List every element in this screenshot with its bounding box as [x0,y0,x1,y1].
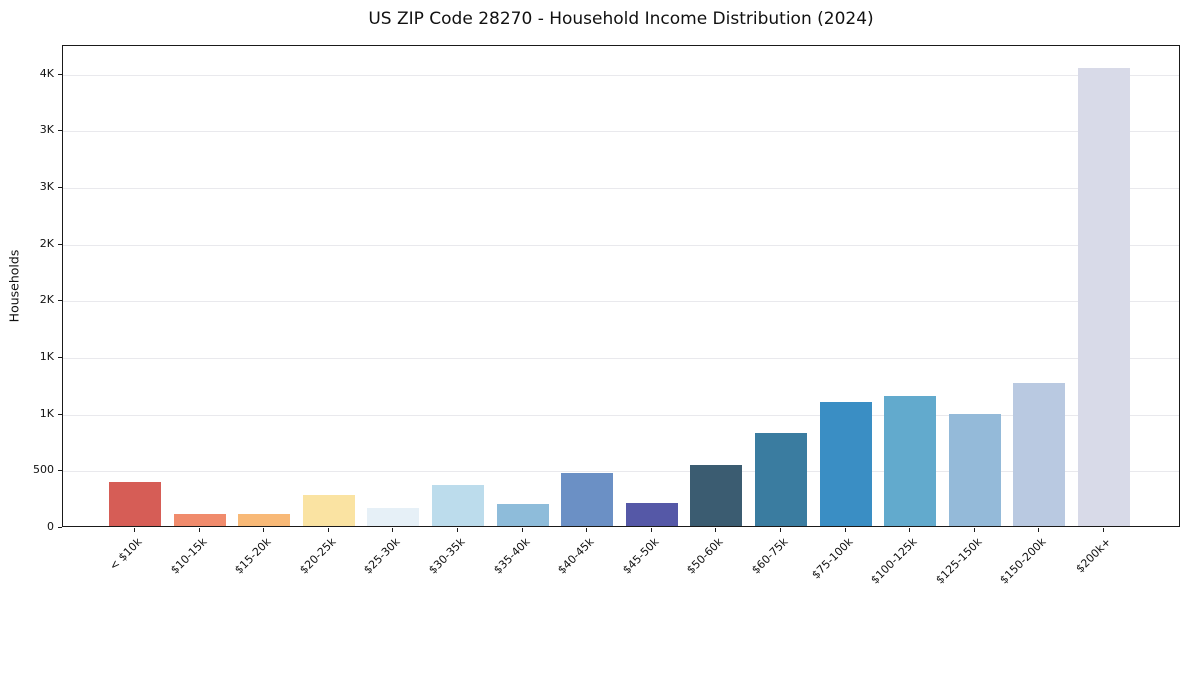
x-tick-mark [973,528,975,532]
y-tick-label: 4K [39,66,54,80]
x-tick-mark [844,528,846,532]
gridline-2K [63,301,1179,303]
bar-25-30k [367,508,420,526]
y-tick-mark [58,243,62,245]
plot-area [62,45,1180,527]
x-tick-label: $35-40k [490,535,533,577]
x-tick-label: $50-60k [684,535,726,577]
bar-10-15k [173,513,226,526]
x-tick-mark [1103,528,1104,532]
bar-35-40k [496,503,549,526]
x-tick-mark [457,528,458,532]
bar-150-200k [1013,382,1066,526]
y-tick-label: 2K [39,236,54,250]
y-tick-mark [58,73,62,75]
bar-20-25k [302,495,355,526]
y-tick-label: 2K [39,293,54,307]
x-tick-label: $125-150k [933,535,985,587]
bar-125-150k [948,414,1001,526]
y-tick-mark [58,186,62,188]
bar-45-50k [625,502,678,526]
x-tick-mark [780,528,781,532]
bar-60-75k [755,432,807,526]
x-tick-label: $200k+ [1073,535,1114,576]
y-tick-mark [58,470,62,472]
gridline-1K [63,358,1179,359]
y-tick-mark [58,130,62,132]
x-tick-mark [392,528,394,532]
gridline-4K [63,74,1179,76]
bar-200k [1078,67,1130,526]
x-tick-mark [521,528,523,532]
y-axis-title: Households [6,249,22,323]
x-tick-mark [650,528,652,532]
x-tick-label: $25-30k [361,535,403,577]
y-tick-mark [58,357,62,358]
y-tick-label: 3K [39,179,54,193]
gridline-3K [63,131,1179,133]
bar-75-100k [819,402,872,526]
x-tick-mark [1038,528,1040,532]
y-tick-label: 1K [39,350,54,363]
x-tick-label: $15-20k [232,535,274,577]
bar-30-35k [432,485,484,526]
bar-10k [109,481,161,526]
gridline-2K [63,244,1179,246]
y-tick-label: 500 [33,463,54,477]
x-tick-mark [134,528,135,532]
chart-title: US ZIP Code 28270 - Household Income Dis… [368,9,874,29]
gridline-1K [63,414,1179,416]
y-tick-mark [58,300,62,302]
x-tick-mark [263,528,265,532]
x-tick-mark [198,528,200,532]
x-tick-mark [715,528,717,532]
x-tick-label: $10-15k [167,535,210,577]
income-distribution-chart: US ZIP Code 28270 - Household Income Dis… [6,9,1180,587]
x-tick-label: $45-50k [620,535,662,577]
gridline-3K [63,187,1179,189]
y-tick-mark [58,413,62,415]
x-tick-label: $100-125k [868,535,920,587]
x-tick-mark [909,528,911,532]
x-tick-label: $40-45k [555,535,597,577]
bar-50-60k [690,465,743,526]
x-tick-label: $20-25k [297,535,339,577]
y-tick-mark [58,527,62,528]
y-tick-label: 0 [47,520,54,533]
bar-100-125k [884,396,937,526]
gridline-500 [63,471,1179,473]
x-tick-label: $75-100k [808,535,856,582]
x-tick-mark [327,528,329,532]
x-tick-mark [586,528,588,532]
bar-40-45k [561,473,614,526]
x-tick-label: $30-35k [426,535,468,577]
y-tick-label: 1K [39,406,54,420]
bar-15-20k [238,513,291,526]
y-tick-label: 3K [39,123,54,137]
x-tick-label: $60-75k [749,535,791,577]
x-tick-label: $150-200k [997,535,1049,587]
